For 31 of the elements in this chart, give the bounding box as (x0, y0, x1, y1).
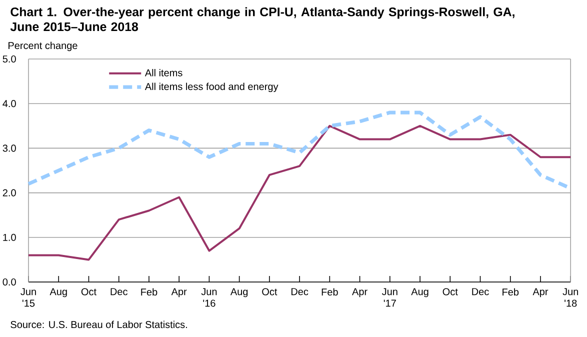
x-tick-label: Feb (141, 288, 158, 296)
x-tick-label: Jun '18 (562, 288, 578, 307)
y-tick-label: 2.0 (2, 189, 16, 196)
x-tick-label: Jun '16 (201, 288, 217, 307)
x-tick-label: Dec (291, 288, 308, 296)
y-tick-label: 4.0 (2, 100, 16, 108)
y-tick-label: 5.0 (2, 55, 16, 63)
x-tick-label: Apr (352, 288, 368, 298)
legend-label: All items (144, 68, 182, 76)
x-tick-label: Dec (110, 288, 128, 296)
x-tick-label: Aug (50, 288, 67, 298)
y-tick-label: 1.0 (3, 234, 16, 241)
x-tick-label: Dec (472, 288, 489, 296)
x-tick-label: Oct (81, 288, 96, 296)
x-tick-label: Feb (502, 288, 519, 296)
x-tick-label: Oct (442, 288, 458, 296)
x-tick-label: Aug (230, 288, 248, 298)
x-tick-label: Jun '17 (382, 288, 398, 307)
x-tick-label: Apr (171, 288, 187, 298)
x-tick-label: Jun '15 (20, 288, 36, 307)
y-axis-title: Percent change (8, 42, 78, 52)
line-series (28, 124, 572, 261)
x-tick-label: Oct (262, 288, 278, 296)
legend-label: All items less food and energy (144, 82, 278, 92)
source-note: Source: U.S. Bureau of Labor Statistics. (10, 320, 187, 328)
x-tick-label: Apr (532, 288, 548, 298)
y-tick-label: 0.0 (2, 278, 16, 286)
x-tick-label: Feb (322, 288, 338, 296)
x-tick-label: Aug (411, 288, 428, 298)
y-tick-label: 3.0 (2, 144, 16, 152)
chart-title: Chart 1. Over-the-year percent change in CPI-U, Atlanta-Sandy Springs-Roswell, GA, June 2015–June 2018 (10, 7, 514, 32)
